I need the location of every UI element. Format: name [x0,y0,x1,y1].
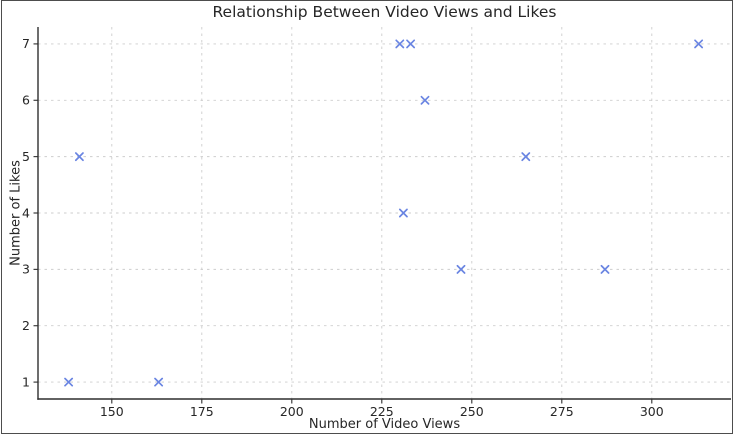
data-point-marker [395,39,405,49]
data-point-marker [74,152,84,162]
y-tick-label: 6 [22,93,30,108]
y-tick-label: 3 [22,262,30,277]
data-point-marker [521,152,531,162]
data-point-marker [64,377,74,387]
y-tick-label: 2 [22,318,30,333]
x-tick-label: 250 [460,404,484,419]
x-tick-label: 200 [280,404,304,419]
x-tick-label: 300 [640,404,664,419]
x-tick-label: 275 [550,404,574,419]
y-tick-label: 1 [22,374,30,389]
data-point-marker [398,208,408,218]
data-point-marker [154,377,164,387]
data-point-marker [406,39,416,49]
y-tick-label: 7 [22,36,30,51]
data-point-marker [420,95,430,105]
data-point-marker [694,39,704,49]
x-tick-label: 150 [100,404,124,419]
x-tick-label: 175 [190,404,214,419]
y-tick-label: 5 [22,149,30,164]
chart-title: Relationship Between Video Views and Lik… [212,3,557,21]
y-tick-label: 4 [22,205,30,220]
data-point-marker [456,264,466,274]
x-axis-label: Number of Video Views [308,417,461,432]
x-tick-label: 225 [370,404,394,419]
data-point-marker [600,264,610,274]
